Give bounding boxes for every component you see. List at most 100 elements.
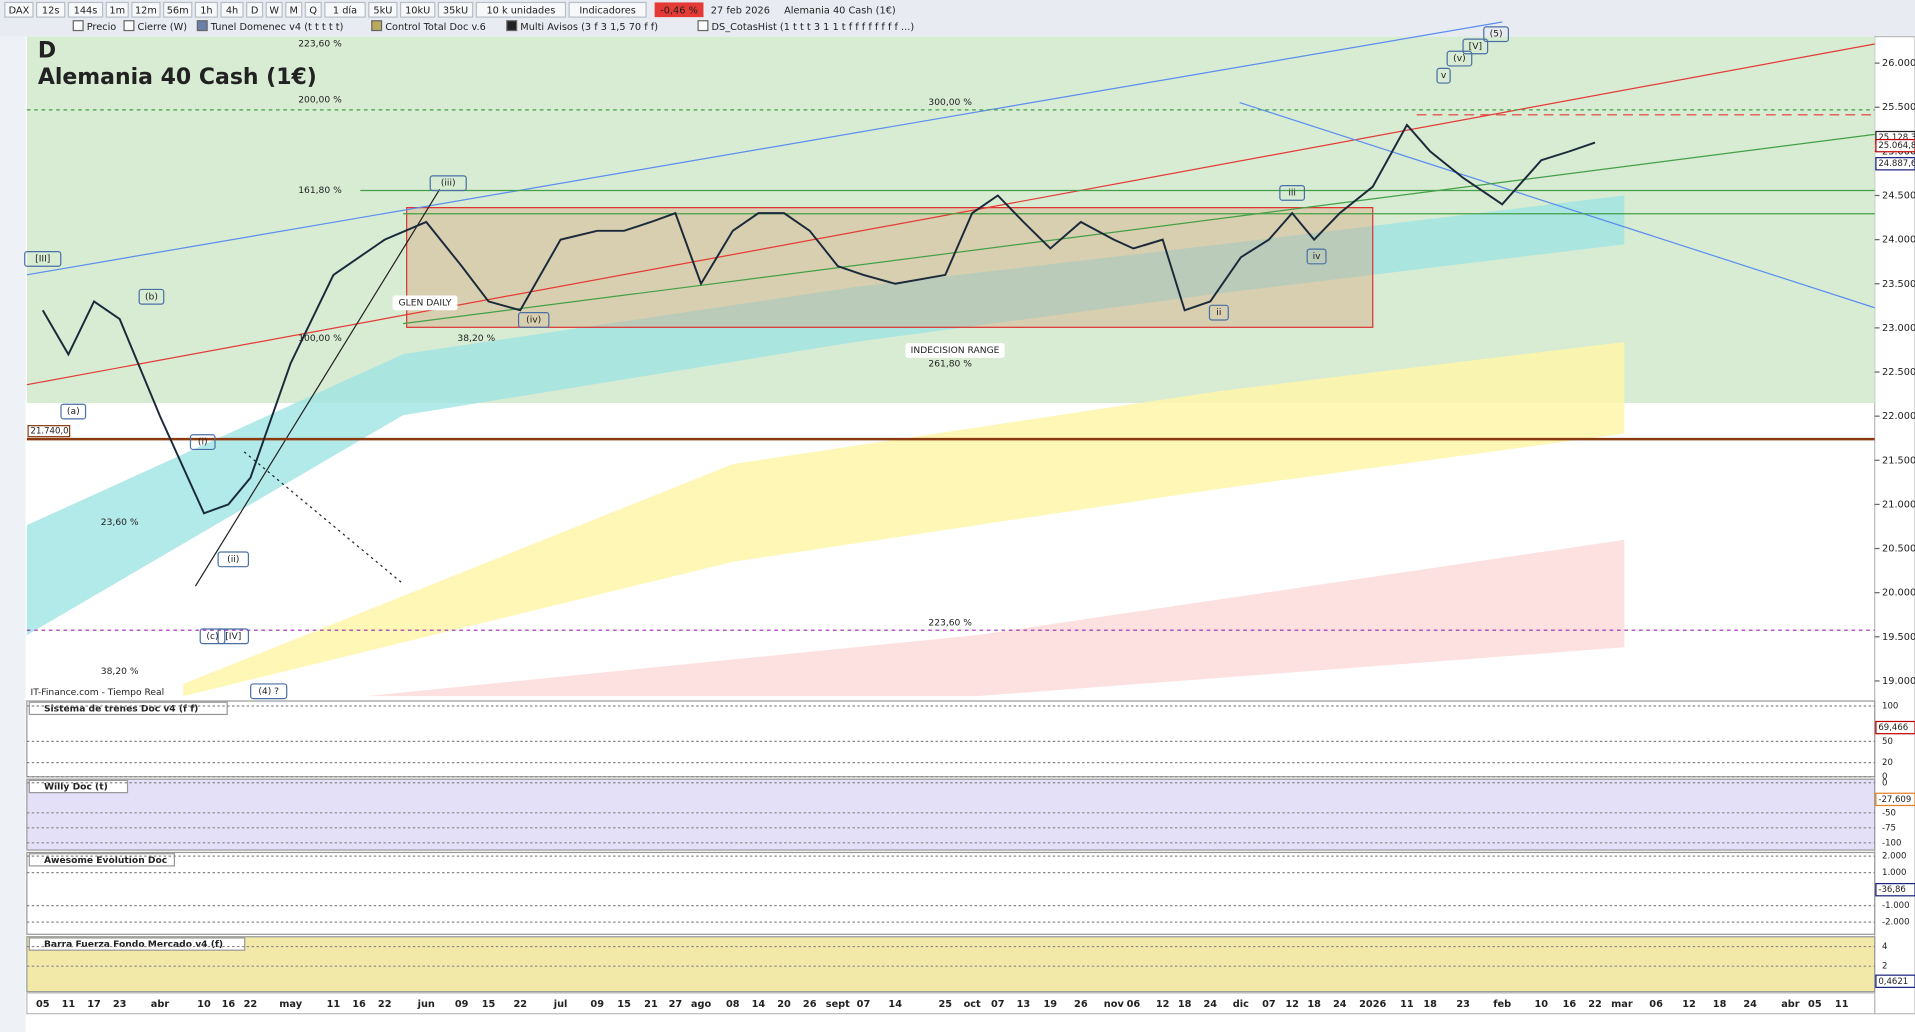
- annotation-box: [60, 403, 87, 420]
- toolbar-label: 4h: [226, 5, 238, 16]
- x-tick-label: 16: [1563, 999, 1577, 1010]
- trend-line: [194, 188, 441, 587]
- x-tick-label: 05: [36, 999, 50, 1010]
- toolbar-button[interactable]: [324, 1, 366, 18]
- annotation: (v): [1453, 54, 1466, 64]
- x-tick-label: 24: [1204, 999, 1218, 1010]
- x-tick-label: 07: [1262, 999, 1276, 1010]
- indicator-label: Tunel Domenec v4 (t t t t t): [210, 22, 344, 33]
- toolbar-label: 56m: [167, 5, 189, 16]
- x-tick-label: 11: [1835, 999, 1849, 1010]
- y-tick-label: 21.500: [1882, 455, 1915, 466]
- toolbar-button[interactable]: [265, 1, 283, 18]
- annotation: 261,80 %: [928, 359, 972, 369]
- level-label: 21.740,0: [31, 427, 69, 437]
- trend-line: [1239, 102, 1875, 309]
- panel-title-bg: [28, 701, 228, 716]
- panel-current-tag: [1875, 882, 1915, 897]
- toolbar-button[interactable]: [105, 1, 129, 18]
- toolbar-button[interactable]: [220, 1, 244, 18]
- toolbar-button[interactable]: [475, 1, 567, 18]
- x-tick-label: 13: [1017, 999, 1031, 1010]
- toolbar-button[interactable]: [304, 1, 322, 18]
- panel-tick-label: 0: [1882, 772, 1887, 782]
- indecision-range: [406, 207, 1374, 328]
- toolbar-label: 10kU: [405, 5, 430, 16]
- toolbar-label: 144s: [74, 5, 98, 16]
- toolbar-button[interactable]: [163, 1, 193, 18]
- indicator-chip[interactable]: [506, 20, 518, 32]
- toolbar-label: 12m: [135, 5, 157, 16]
- toolbar-button[interactable]: [368, 1, 398, 18]
- x-tick-label: 07: [857, 999, 871, 1010]
- toolbar-button[interactable]: [285, 1, 303, 18]
- panel-title: Willy Doc (t): [44, 783, 108, 793]
- indicator-label: Precio: [87, 22, 117, 33]
- panel: [26, 778, 1876, 851]
- toolbar-button[interactable]: [399, 1, 436, 18]
- annotation: 23,60 %: [101, 518, 139, 528]
- toolbar-button[interactable]: [194, 1, 219, 18]
- x-tick-label: feb: [1493, 999, 1511, 1010]
- x-tick-label: 15: [617, 999, 631, 1010]
- x-tick-label: 20: [777, 999, 791, 1010]
- toolbar-button[interactable]: [36, 1, 66, 18]
- price-line: [41, 123, 1596, 515]
- annotation-box: [429, 175, 467, 192]
- panel-tick-label: -100: [1882, 838, 1901, 848]
- toolbar-button[interactable]: [4, 1, 34, 18]
- indicator-chip[interactable]: [72, 20, 84, 32]
- panels: Sistema de trenes Doc v4 (f f) 1005020069…: [26, 700, 1915, 993]
- annotation: [V]: [1469, 42, 1482, 52]
- x-tick-label: 14: [752, 999, 766, 1010]
- toolbar-label: M: [290, 5, 298, 16]
- toolbar-button[interactable]: [246, 1, 264, 18]
- panel-title: Awesome Evolution Doc: [44, 856, 167, 866]
- annotation-box: [250, 683, 288, 700]
- toolbar-button[interactable]: [437, 1, 474, 18]
- x-tick-label: dic: [1233, 999, 1249, 1010]
- toolbar-button[interactable]: [67, 1, 104, 18]
- panel-current-label: -36,86: [1878, 885, 1906, 895]
- annotation-box: [1436, 67, 1451, 84]
- y-tick-label: 25.500: [1882, 102, 1915, 113]
- toolbar-button[interactable]: [568, 1, 647, 18]
- date-axis-bg: [26, 992, 1876, 1015]
- toolbar-label: 10 k unidades: [486, 5, 555, 16]
- indicator-chip[interactable]: [196, 20, 208, 32]
- annotation-box: [217, 551, 250, 568]
- panel-current-tag: [1875, 720, 1915, 735]
- side-toolbar: [0, 36, 26, 1032]
- x-tick-label: 27: [669, 999, 683, 1010]
- annotation: 38,20 %: [101, 667, 139, 677]
- annotation: 223,60 %: [928, 618, 972, 628]
- annotation-box: [905, 343, 1005, 358]
- chart-decor: [26, 21, 1875, 697]
- chart-subtitle: Alemania 40 Cash (1€): [38, 65, 317, 90]
- indicator-chip[interactable]: [123, 20, 135, 32]
- toolbar-button[interactable]: [131, 1, 161, 18]
- x-tick-label: sept: [826, 999, 850, 1010]
- toolbar-label: 12s: [42, 5, 60, 16]
- annotation-box: [24, 250, 62, 267]
- annotation-box: [392, 295, 458, 311]
- annotation: (ii): [227, 555, 239, 565]
- y-tick-label: 24.500: [1882, 191, 1915, 202]
- x-tick-label: 24: [1743, 999, 1757, 1010]
- toolbar-label: DAX: [9, 5, 30, 16]
- y-tick-label: 19.000: [1882, 676, 1915, 687]
- price-tag-label: 25.128,3: [1878, 133, 1915, 143]
- x-tick-label: abr: [151, 999, 170, 1010]
- panel-tick-label: 2.000: [1882, 852, 1906, 862]
- indicator-chip[interactable]: [371, 20, 383, 32]
- panel: [26, 851, 1876, 935]
- indicator-chip[interactable]: [697, 20, 709, 32]
- annotation: (a): [67, 407, 80, 417]
- annotation: v: [1441, 71, 1447, 81]
- toolbar-label: Q: [309, 5, 317, 16]
- x-tick-label: 21: [644, 999, 658, 1010]
- annotation-box: [1306, 248, 1327, 265]
- toolbar-label: D: [251, 5, 259, 16]
- x-tick-label: 10: [1534, 999, 1548, 1010]
- x-tick-label: 22: [378, 999, 392, 1010]
